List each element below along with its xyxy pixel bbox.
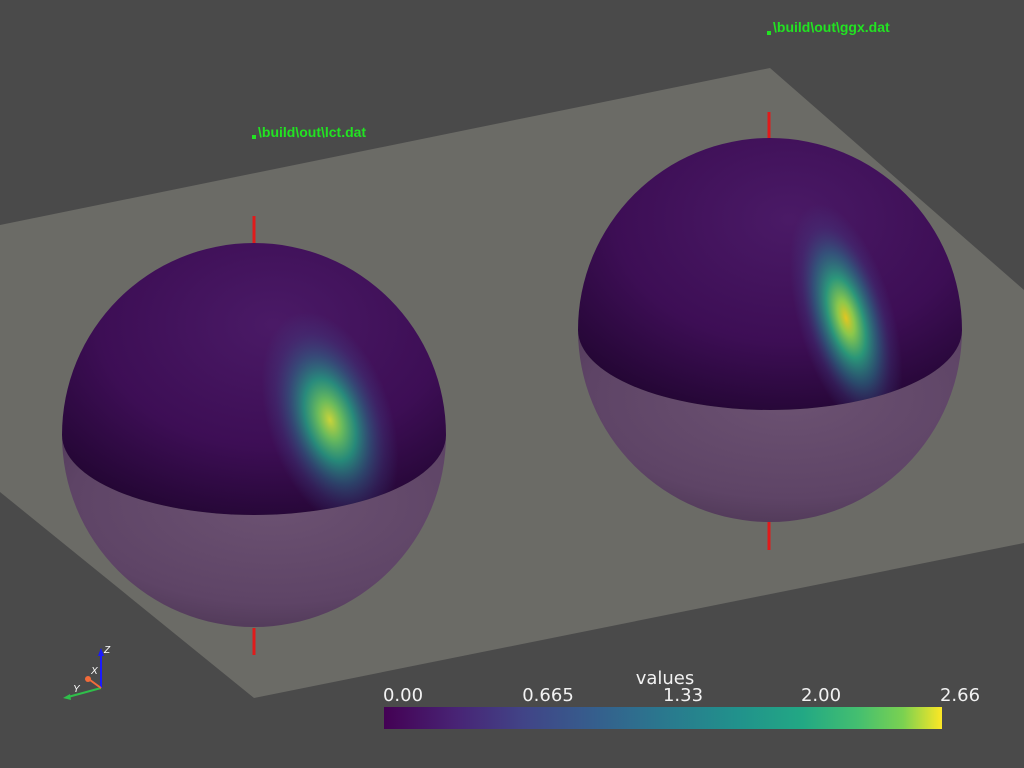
z-axis-label: Z bbox=[103, 645, 111, 656]
sphere-lct[interactable]: \build\out\lct.dat bbox=[62, 124, 446, 655]
scalar-bar-tick: 2.66 bbox=[940, 685, 980, 706]
sphere-lower-hemisphere bbox=[578, 330, 962, 522]
y-axis-line bbox=[67, 687, 102, 698]
scalar-bar-gradient bbox=[384, 707, 942, 729]
scalar-bar[interactable]: values 0.00 0.665 1.33 2.00 2.66 bbox=[383, 668, 980, 729]
scalar-bar-tick: 2.00 bbox=[801, 685, 841, 706]
sphere-label: \build\out\ggx.dat bbox=[773, 19, 890, 35]
label-marker bbox=[767, 31, 771, 35]
scalar-bar-tick: 0.665 bbox=[522, 685, 574, 706]
z-axis-arrow bbox=[98, 648, 104, 656]
sphere-label: \build\out\lct.dat bbox=[258, 124, 366, 140]
orientation-axes-widget[interactable]: Z X Y bbox=[63, 645, 111, 700]
sphere-ggx[interactable]: \build\out\ggx.dat bbox=[578, 19, 962, 550]
y-axis-arrow bbox=[63, 694, 71, 700]
scalar-bar-title: values bbox=[636, 668, 695, 689]
label-marker bbox=[252, 135, 256, 139]
x-axis-label: X bbox=[90, 666, 98, 677]
x-axis-line bbox=[89, 679, 102, 689]
scalar-bar-tick: 1.33 bbox=[663, 685, 703, 706]
x-axis-tip bbox=[85, 676, 91, 682]
sphere-hotspot bbox=[789, 203, 903, 410]
sphere-hotspot bbox=[261, 311, 399, 515]
scalar-bar-tick: 0.00 bbox=[383, 685, 423, 706]
y-axis-label: Y bbox=[73, 684, 81, 695]
sphere-lower-hemisphere bbox=[62, 435, 446, 627]
